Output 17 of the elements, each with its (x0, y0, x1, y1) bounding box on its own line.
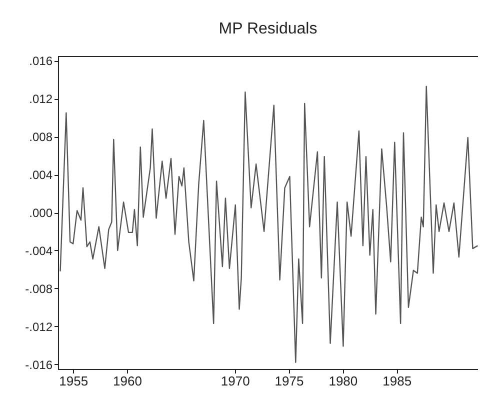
y-tick-label: -.016 (25, 358, 53, 372)
y-tick-label: .016 (29, 54, 53, 68)
x-tick-label: 1985 (382, 374, 412, 388)
x-tick-label: 1970 (220, 374, 250, 388)
y-tick-label: -.008 (25, 282, 53, 296)
y-tick-label: -.004 (25, 244, 53, 258)
chart-title: MP Residuals (218, 20, 318, 38)
y-tick-label: .000 (29, 206, 53, 220)
x-tick-label: 1960 (113, 374, 142, 388)
y-tick-label: .008 (29, 130, 53, 144)
line-series (60, 86, 478, 363)
y-tick-label: .012 (29, 92, 53, 106)
x-tick-label: 1955 (59, 374, 88, 388)
y-tick-label: .004 (29, 168, 53, 182)
y-tick-label: -.012 (25, 320, 53, 334)
x-tick-label: 1975 (274, 374, 304, 388)
x-tick-label: 1980 (328, 374, 358, 388)
